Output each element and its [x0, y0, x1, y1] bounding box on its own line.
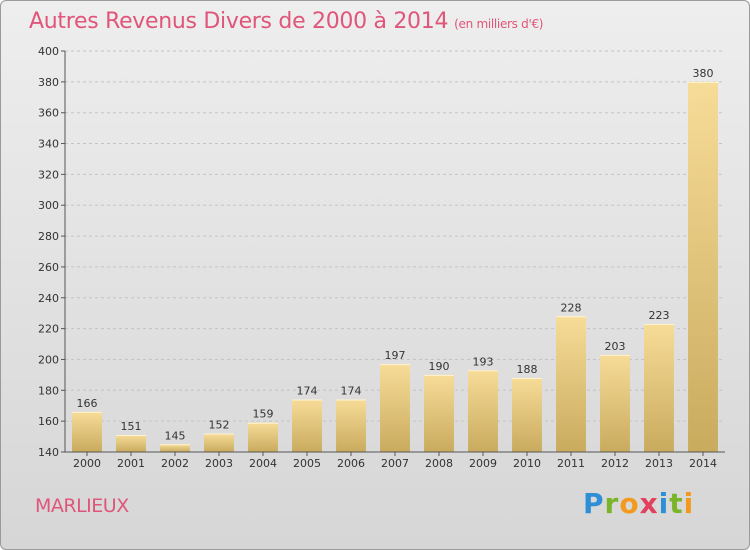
bar-value-label: 190	[429, 360, 450, 373]
y-tick-label: 140	[38, 446, 59, 459]
y-tick-label: 340	[38, 138, 59, 151]
bar-value-label: 203	[605, 340, 626, 353]
bar	[116, 435, 146, 452]
x-tick-label: 2001	[117, 457, 145, 470]
bar	[556, 316, 586, 452]
bar-value-label: 145	[165, 429, 186, 442]
bar	[600, 354, 630, 452]
y-tick-label: 320	[38, 168, 59, 181]
logo-letter: o	[619, 487, 640, 520]
y-tick-label: 300	[38, 199, 59, 212]
bar	[160, 444, 190, 452]
logo-letter: i	[658, 487, 670, 520]
x-tick-label: 2014	[689, 457, 717, 470]
bar	[468, 370, 498, 452]
x-tick-label: 2010	[513, 457, 541, 470]
logo-letter: t	[669, 487, 684, 520]
chart-title: Autres Revenus Divers de 2000 à 2014 (en …	[29, 9, 543, 34]
y-tick-label: 200	[38, 353, 59, 366]
bar	[292, 399, 322, 452]
bar-value-label: 197	[385, 349, 406, 362]
y-tick-label: 240	[38, 292, 59, 305]
bar	[72, 411, 102, 452]
y-tick-label: 280	[38, 230, 59, 243]
bar-value-label: 151	[121, 420, 142, 433]
chart-unit: (en milliers d'€)	[454, 17, 544, 31]
x-tick-label: 2005	[293, 457, 321, 470]
x-tick-label: 2013	[645, 457, 673, 470]
bar	[248, 422, 278, 452]
y-tick-label: 180	[38, 384, 59, 397]
bar-value-label: 174	[341, 385, 362, 398]
bar	[336, 399, 366, 452]
bar-value-label: 174	[297, 385, 318, 398]
bar	[688, 81, 718, 452]
proxiti-logo: Proxiti	[583, 487, 694, 520]
y-tick-label: 380	[38, 76, 59, 89]
x-tick-label: 2007	[381, 457, 409, 470]
logo-letter: x	[639, 487, 659, 520]
y-tick-label: 260	[38, 261, 59, 274]
bar	[512, 377, 542, 452]
y-tick-label: 360	[38, 107, 59, 120]
bar-value-label: 166	[77, 397, 98, 410]
bar-value-label: 228	[561, 301, 582, 314]
bar	[204, 433, 234, 452]
x-tick-label: 2002	[161, 457, 189, 470]
logo-letter: i	[683, 487, 695, 520]
bar-value-label: 159	[253, 408, 274, 421]
bar-value-label: 223	[649, 309, 670, 322]
x-tick-label: 2000	[73, 457, 101, 470]
bar-value-label: 188	[517, 363, 538, 376]
x-tick-label: 2011	[557, 457, 585, 470]
bar-value-label: 152	[209, 418, 230, 431]
x-tick-label: 2012	[601, 457, 629, 470]
logo-letter: r	[604, 487, 620, 520]
chart-title-text: Autres Revenus Divers de 2000 à 2014	[29, 9, 449, 34]
x-tick-label: 2006	[337, 457, 365, 470]
city-name: MARLIEUX	[35, 495, 129, 517]
x-tick-label: 2004	[249, 457, 277, 470]
bar	[644, 323, 674, 452]
y-tick-label: 400	[38, 45, 59, 58]
x-tick-label: 2008	[425, 457, 453, 470]
x-tick-label: 2009	[469, 457, 497, 470]
y-tick-label: 160	[38, 415, 59, 428]
logo-letter: P	[583, 487, 605, 520]
bar	[424, 374, 454, 452]
y-tick-label: 220	[38, 323, 59, 336]
bar-value-label: 193	[473, 355, 494, 368]
bar-value-label: 380	[693, 67, 714, 80]
bar	[380, 364, 410, 452]
x-tick-label: 2003	[205, 457, 233, 470]
